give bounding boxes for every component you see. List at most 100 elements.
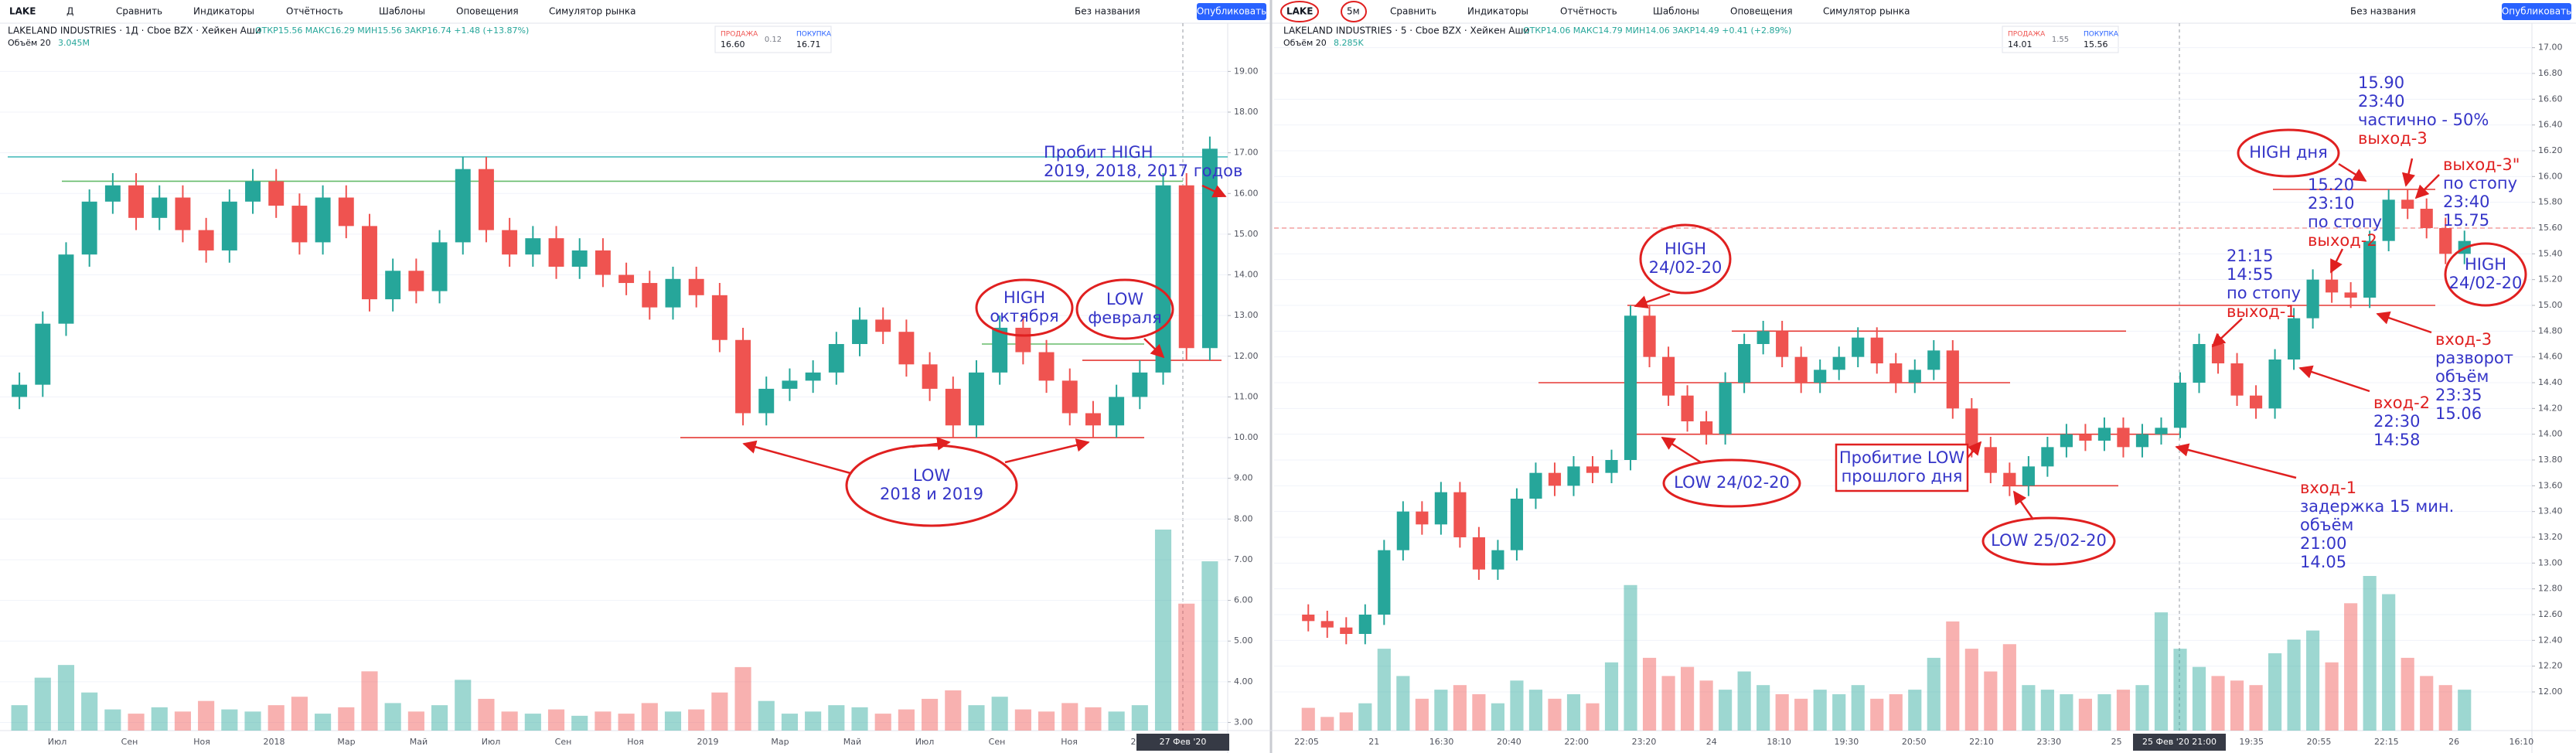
toolbar-button[interactable]: Оповещения <box>1730 6 1793 17</box>
interval[interactable]: Д <box>66 6 73 17</box>
symbol[interactable]: LAKE <box>1286 6 1313 17</box>
annotation-text: HIGH <box>1003 288 1045 307</box>
y-tick-label: 14.80 <box>2538 325 2563 336</box>
trade-widget[interactable] <box>714 26 832 53</box>
layout-name[interactable]: Без названия <box>2350 6 2416 17</box>
sell-label[interactable]: ПРОДАЖА <box>2008 31 2046 39</box>
annotation-text: HIGH дня <box>2249 143 2328 162</box>
annotation-text: HIGH <box>1665 240 1706 258</box>
buy-label[interactable]: ПОКУПКА <box>796 31 832 39</box>
volume-bar <box>2078 698 2092 731</box>
volume-bar <box>1301 707 1315 731</box>
candle-body <box>2041 447 2054 467</box>
candle-body <box>711 295 727 340</box>
candle-body <box>1358 615 1371 634</box>
annotation-box <box>1835 443 1969 492</box>
layout-name[interactable]: Без названия <box>1075 6 1140 17</box>
candle-body <box>595 250 611 275</box>
candle-body <box>828 344 844 373</box>
buy-label[interactable]: ПОКУПКА <box>2084 31 2119 39</box>
y-tick-label: 16.00 <box>1234 188 1259 198</box>
y-tick-label: 11.00 <box>1234 391 1259 401</box>
candle-body <box>1984 447 1997 473</box>
volume-bar <box>1038 711 1055 731</box>
annotation-text: 22:30 <box>2373 412 2421 431</box>
sell-price[interactable]: 16.60 <box>721 39 745 49</box>
toolbar-button[interactable]: Индикаторы <box>1467 6 1528 17</box>
toolbar-button[interactable]: Сравнить <box>1390 6 1436 17</box>
volume-bar <box>2268 653 2282 731</box>
candle-body <box>1681 395 1694 421</box>
annotation-ellipse <box>1075 278 1174 340</box>
x-tick-label: Май <box>843 737 861 747</box>
candle-body <box>782 380 798 389</box>
cursor-label: 25 Фев '20 21:00 <box>2142 737 2217 747</box>
volume-bar <box>361 671 378 731</box>
annotation-arrow <box>742 440 851 475</box>
toolbar-button[interactable]: Симулятор рынка <box>1823 6 1910 17</box>
candle-body <box>1453 492 1467 537</box>
annotation-text: Пробит HIGH <box>1044 143 1153 162</box>
y-tick-label: 15.00 <box>1234 229 1259 239</box>
volume-bar <box>1737 671 1751 731</box>
buy-price[interactable]: 16.71 <box>796 39 821 49</box>
x-tick-label: Сен <box>989 737 1006 747</box>
volume-bar <box>1661 676 1675 731</box>
candle-body <box>1852 337 1865 357</box>
toolbar-button[interactable]: Шаблоны <box>1653 6 1699 17</box>
candle-body <box>1015 327 1031 353</box>
volume-bar <box>291 697 308 731</box>
annotation-text: 24/02-20 <box>2449 274 2523 292</box>
toolbar-button[interactable]: Симулятор рынка <box>549 6 636 17</box>
candle-body <box>315 197 331 243</box>
candle-body <box>1529 472 1542 499</box>
publish-label[interactable]: Опубликовать <box>2502 6 2571 17</box>
interval[interactable]: 5м <box>1347 6 1360 17</box>
annotation-arrow <box>1634 292 1671 308</box>
buy-price[interactable]: 15.56 <box>2084 39 2108 49</box>
annotation-text: LOW <box>1106 290 1143 308</box>
annotation-text: 15.75 <box>2443 211 2489 230</box>
sell-price[interactable]: 14.01 <box>2008 39 2033 49</box>
candle-body <box>2306 279 2319 319</box>
volume-bar <box>221 709 238 731</box>
publish-button[interactable] <box>1197 3 1266 20</box>
trade-widget[interactable] <box>2002 26 2119 53</box>
toolbar-button[interactable]: Отчётность <box>1560 6 1617 17</box>
volume-bar <box>2154 612 2169 731</box>
x-tick-label: 23:30 <box>2036 737 2061 747</box>
toolbar-button[interactable]: Шаблоны <box>379 6 425 17</box>
y-tick-label: 13.60 <box>2538 480 2563 490</box>
y-tick-label: 16.20 <box>2538 145 2563 155</box>
candle-body <box>2155 428 2168 434</box>
y-tick-label: 3.00 <box>1234 717 1253 727</box>
toolbar-button[interactable]: Оповещения <box>456 6 519 17</box>
candle-body <box>2173 383 2187 428</box>
publish-label[interactable]: Опубликовать <box>1197 6 1266 17</box>
annotation-arrow <box>1661 436 1702 464</box>
volume-bar <box>618 714 635 731</box>
sell-label[interactable]: ПРОДАЖА <box>721 31 758 39</box>
toolbar-button[interactable]: Индикаторы <box>193 6 254 17</box>
candle-body <box>408 271 424 291</box>
candle-body <box>2363 240 2377 298</box>
toolbar-button[interactable]: Сравнить <box>116 6 162 17</box>
annotation-arrow <box>1004 438 1090 464</box>
candle-body <box>525 238 541 255</box>
volume-bar <box>2230 680 2244 731</box>
y-tick-label: 6.00 <box>1234 595 1253 605</box>
symbol[interactable]: LAKE <box>9 6 36 17</box>
candle-body <box>2135 434 2149 448</box>
y-tick-label: 19.00 <box>1234 66 1259 76</box>
volume-bar <box>828 705 845 731</box>
annotation-arrow <box>1967 441 1982 458</box>
volume-bar <box>1794 698 1808 731</box>
publish-button[interactable] <box>2502 3 2571 20</box>
y-tick-label: 14.60 <box>2538 352 2563 362</box>
candle-body <box>1340 627 1353 634</box>
toolbar-button[interactable]: Отчётность <box>286 6 343 17</box>
volume-bar <box>1453 685 1467 731</box>
candle-body <box>1434 492 1447 525</box>
volume-bar <box>1528 690 1543 731</box>
annotation-ellipse <box>1639 223 1732 295</box>
